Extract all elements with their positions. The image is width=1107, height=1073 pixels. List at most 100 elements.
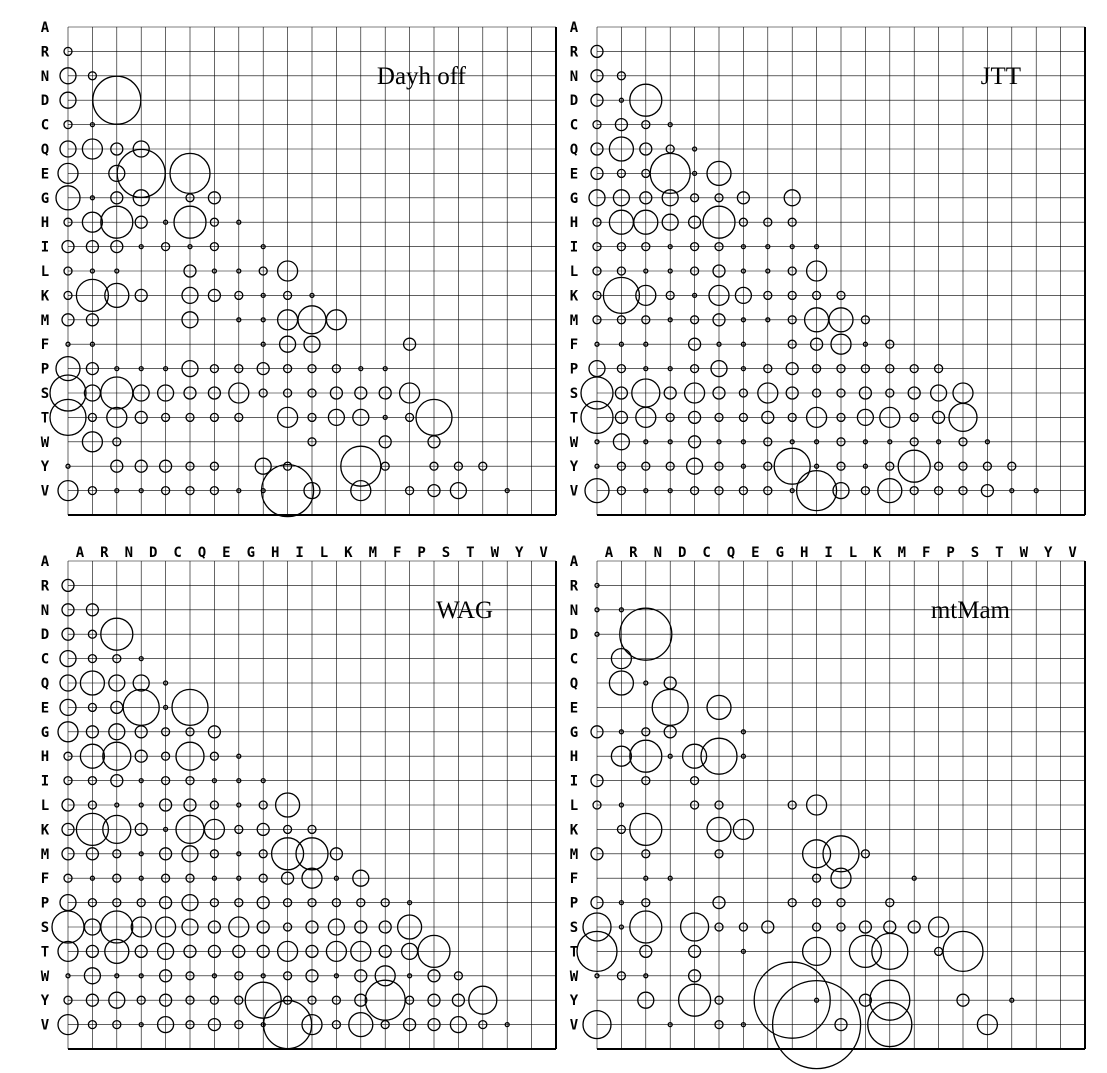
bubble-L-N <box>114 802 120 808</box>
bubble-E-C <box>162 704 169 711</box>
bubble-F-A <box>65 341 71 347</box>
bubble-D-A <box>61 627 75 641</box>
x-tick-label: H <box>800 545 808 561</box>
bubble-H-Q <box>175 741 205 771</box>
bubble-T-K <box>325 940 348 963</box>
bubble-I-A <box>61 239 75 254</box>
bubble-S-E <box>738 388 749 398</box>
bubble-S-P <box>396 914 423 940</box>
bubble-L-A <box>61 798 75 812</box>
bubble-S-M <box>885 388 895 398</box>
bubble-S-H <box>785 386 799 400</box>
bubble-M-N <box>112 849 122 859</box>
bubble-S-R <box>614 386 629 400</box>
bubble-P-E <box>209 363 220 374</box>
bubble-D-R <box>618 97 625 103</box>
bubble-F-D <box>138 875 144 881</box>
bubble-S-P <box>398 382 421 404</box>
bubble-K-Q <box>181 286 199 305</box>
x-tick-label: C <box>702 545 710 561</box>
y-tick-label: N <box>41 603 49 619</box>
bubble-R-A <box>590 44 604 59</box>
bubble-T-F <box>382 414 388 421</box>
bubble-Y-N <box>110 459 124 473</box>
bubble-W-M <box>354 969 368 983</box>
bubble-P-E <box>740 365 747 372</box>
bubble-S-H <box>256 920 270 934</box>
bubble-I-N <box>110 239 124 254</box>
bubble-D-N <box>92 75 142 125</box>
bubble-I-Q <box>185 775 195 786</box>
bubble-S-P <box>927 916 950 938</box>
panel-title: mtMam <box>931 597 1011 624</box>
bubble-V-L <box>301 1013 323 1036</box>
bubble-S-K <box>858 386 873 400</box>
bubble-Y-T <box>451 993 466 1007</box>
bubble-I-H <box>260 243 266 250</box>
bubble-T-C <box>687 410 702 425</box>
bubble-M-Q <box>181 845 199 863</box>
bubble-K-A <box>61 822 75 837</box>
y-tick-label: F <box>570 871 578 887</box>
bubble-W-E <box>740 439 747 445</box>
bubble-M-G <box>236 851 242 857</box>
bubble-F-L <box>301 867 323 889</box>
bubble-H-H <box>787 217 797 227</box>
y-tick-label: E <box>570 166 578 182</box>
bubble-Q-N <box>110 142 124 156</box>
bubble-M-C <box>158 847 173 861</box>
bubble-P-N <box>641 897 651 908</box>
bubble-T-L <box>836 412 846 423</box>
bubble-H-G <box>236 219 242 225</box>
bubble-Y-C <box>158 459 173 473</box>
bubble-F-G <box>236 875 242 881</box>
bubble-P-N <box>643 365 649 372</box>
bubble-E-R <box>87 702 98 713</box>
bubble-D-R <box>87 629 98 639</box>
panel-title: Dayh off <box>377 63 467 90</box>
bubble-V-C <box>689 485 700 496</box>
bubble-P-I <box>282 363 293 374</box>
bubble-L-C <box>689 800 700 810</box>
bubble-G-D <box>661 189 679 207</box>
bubble-Y-K <box>862 463 869 469</box>
bubble-F-A <box>594 341 600 347</box>
bubble-F-M <box>352 869 370 887</box>
x-tick-label: R <box>100 545 109 561</box>
bubble-Y-S <box>956 993 970 1007</box>
bubble-G-D <box>663 725 677 739</box>
x-tick-label: F <box>922 545 930 561</box>
y-tick-label: T <box>570 944 578 960</box>
bubble-W-C <box>687 969 702 983</box>
bubble-G-D <box>132 189 150 207</box>
bubble-L-A <box>63 266 73 276</box>
bubble-E-C <box>691 170 698 177</box>
bubble-N-A <box>594 607 600 613</box>
bubble-V-A <box>57 479 79 502</box>
bubble-I-N <box>641 775 651 786</box>
bubble-S-Q <box>181 918 199 936</box>
bubble-P-H <box>256 361 270 376</box>
y-tick-label: M <box>570 847 578 863</box>
bubble-D-N <box>619 607 673 661</box>
bubble-I-C <box>689 775 700 786</box>
grid <box>596 26 1085 515</box>
bubble-V-T <box>976 1013 999 1036</box>
bubble-L-I <box>805 260 828 282</box>
bubble-I-G <box>765 243 771 250</box>
bubble-F-N <box>643 875 649 881</box>
y-tick-label: T <box>570 410 578 426</box>
bubble-K-L <box>309 292 315 299</box>
bubble-V-P <box>933 485 944 496</box>
bubble-K-E <box>732 818 755 841</box>
bubble-T-A <box>576 930 618 973</box>
bubble-Y-H <box>254 457 272 475</box>
bubble-Y-R <box>85 993 100 1007</box>
bubble-W-D <box>138 973 144 979</box>
bubble-Y-H <box>773 447 811 485</box>
bubble-K-N <box>102 814 132 845</box>
bubble-G-A <box>590 725 604 739</box>
bubble-C-R <box>89 121 96 128</box>
bubble-V-T <box>449 481 468 500</box>
